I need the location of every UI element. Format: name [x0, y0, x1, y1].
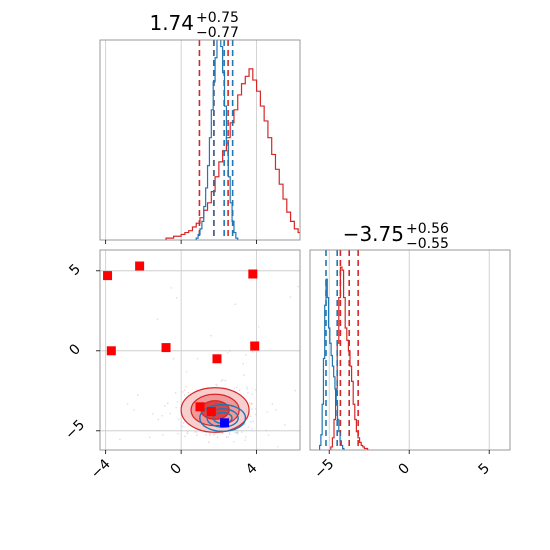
marker-series-1-6 [250, 341, 260, 351]
histogram-series-2-param-1 [195, 40, 239, 240]
title-plus-error: +0.56 [406, 221, 449, 237]
marker-series-1-1 [135, 261, 145, 271]
x-tick-label-2: 4 [243, 460, 261, 478]
x-tick-label-0: −5 [311, 456, 337, 482]
x-tick-label-2: 5 [476, 460, 494, 478]
axes-frame [99, 39, 301, 241]
panel-title-1: 1.74 +0.75−0.77 [149, 10, 238, 41]
x-tick-label-1: 0 [167, 460, 185, 478]
histogram-param-2: −5 0 5 [309, 249, 511, 482]
titles-layer: 1.74 +0.75−0.77 −3.75 +0.56−0.55 [149, 10, 449, 252]
marker-series-1-2 [248, 269, 258, 279]
x-tick-label-1: 0 [396, 460, 414, 478]
contour-series-2-level-0 [199, 403, 247, 433]
y-tick-label-1: 0 [66, 341, 84, 359]
axes-frame [309, 249, 511, 451]
title-median: −3.75 [343, 222, 404, 246]
title-minus-error: −0.55 [406, 236, 449, 252]
title-median: 1.74 [149, 11, 194, 35]
scatter-param-1-vs-param-2: −4 0 4 −5 0 5 [62, 249, 301, 482]
marker-series-1-0 [103, 271, 113, 281]
y-tick-label-2: 5 [66, 261, 84, 279]
y-tick-label-0: −5 [62, 417, 88, 443]
panel-title-2: −3.75 +0.56−0.55 [343, 221, 449, 252]
histogram-series-1-param-1 [165, 68, 300, 240]
marker-series-1-8 [206, 407, 216, 417]
title-minus-error: −0.77 [196, 25, 239, 41]
histogram-param-1 [99, 39, 301, 244]
title-plus-error: +0.75 [196, 10, 239, 26]
x-tick-label-0: −4 [88, 456, 114, 482]
axes-frame [99, 249, 301, 451]
marker-series-1-5 [212, 354, 222, 364]
histogram-series-2-param-2 [319, 278, 345, 450]
marker-series-1-7 [195, 402, 205, 412]
marker-series-1-3 [106, 346, 116, 356]
marker-series-1-4 [161, 343, 171, 353]
marker-series-2-0 [220, 418, 230, 428]
